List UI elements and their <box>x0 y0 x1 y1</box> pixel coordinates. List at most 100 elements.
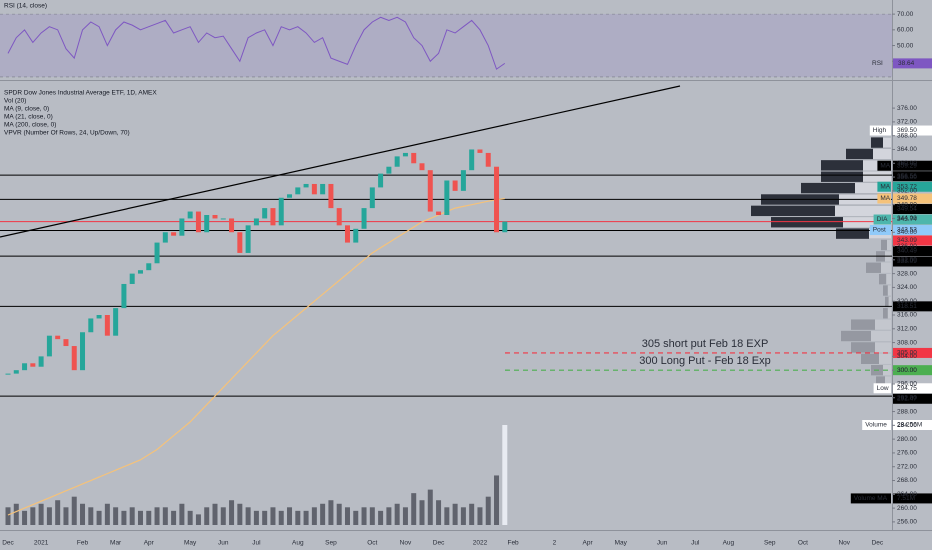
profile-row <box>841 330 891 342</box>
y-tick-label: 368.00 <box>897 132 917 139</box>
indicator-label: MA (200, close, 0) <box>4 122 56 129</box>
volume-bar <box>212 503 218 525</box>
x-tick-label: May <box>184 540 197 547</box>
volume-bar <box>477 507 483 525</box>
volume-bar <box>419 500 425 525</box>
profile-row <box>846 148 891 160</box>
x-tick-label: Sep <box>764 540 776 547</box>
indicator-label: Vol (20) <box>4 98 26 105</box>
indicator-label: MA (9, close, 0) <box>4 106 49 113</box>
volume-bar <box>113 507 119 525</box>
price-tag-name: Low <box>877 385 889 392</box>
candle <box>378 173 384 188</box>
profile-row-up <box>873 148 891 160</box>
rsi-tick-label: 50.00 <box>897 42 914 49</box>
candle <box>162 232 168 243</box>
volume-bar <box>303 510 309 525</box>
annotation-text: 300 Long Put - Feb 18 Exp <box>639 355 770 367</box>
candle <box>253 218 259 226</box>
y-tick-label: 292.00 <box>897 394 917 401</box>
volume-bar <box>502 425 508 525</box>
candle <box>270 208 276 226</box>
price-tag-name-bg <box>850 493 891 504</box>
y-tick-label: 256.00 <box>897 519 917 526</box>
candle <box>30 363 36 367</box>
candle <box>353 228 359 243</box>
y-tick-label: 320.00 <box>897 298 917 305</box>
x-tick-label: 2 <box>553 540 557 547</box>
profile-row <box>751 205 891 217</box>
price-tag-name-bg <box>862 420 891 430</box>
trendline <box>0 85 681 238</box>
volume-bar <box>162 507 168 525</box>
candle <box>402 152 408 157</box>
x-tick-label: Jun <box>657 540 668 547</box>
volume-bar <box>187 510 193 525</box>
volume-bar <box>452 503 458 525</box>
volume-bar <box>63 507 69 525</box>
candle <box>22 363 28 371</box>
candle <box>195 211 201 233</box>
profile-row-up <box>843 217 891 228</box>
volume-bar <box>494 475 500 525</box>
profile-row-up <box>863 160 891 171</box>
rsi-tick-label: 70.00 <box>897 11 914 18</box>
candle <box>55 335 61 340</box>
profile-row <box>871 137 891 148</box>
price-tag-value: 369.50 <box>897 127 917 134</box>
x-tick-label: Apr <box>583 540 594 547</box>
rsi-band <box>0 14 892 77</box>
candle <box>171 232 177 236</box>
candle <box>320 183 326 195</box>
candle <box>5 373 11 375</box>
candle <box>469 149 475 171</box>
candle <box>427 170 433 212</box>
candle <box>477 149 483 153</box>
y-tick-label: 360.00 <box>897 160 917 167</box>
price-tag-value: 356.56 <box>897 173 917 180</box>
price-tag-name: Volume MA <box>854 495 888 502</box>
candle <box>419 163 425 171</box>
price-tag-value: 300.00 <box>897 367 917 374</box>
candle <box>494 166 500 233</box>
price-tag-value: 349.78 <box>897 195 917 202</box>
candle <box>278 197 284 226</box>
profile-row <box>881 239 891 251</box>
price-tag-value: 343.09 <box>897 237 917 244</box>
price-tags: 369.50 High 359.29 MA 356.56 353.72 MA 349.78 MA… <box>850 125 932 504</box>
price-tag-bg <box>893 347 932 358</box>
rsi-tick-label: 60.00 <box>897 27 914 34</box>
volume-bar <box>245 507 251 525</box>
price-tag-bg <box>893 204 932 215</box>
volume-bar <box>137 510 143 525</box>
candle <box>485 152 491 167</box>
price-tag-name-bg <box>869 225 891 236</box>
price-tag-bg <box>893 493 932 504</box>
volume-bar <box>195 514 201 525</box>
volume-bar <box>220 507 226 525</box>
y-tick-label: 376.00 <box>897 105 917 112</box>
profile-row-up <box>883 137 891 148</box>
profile-row-up <box>886 273 891 285</box>
price-tag-name-bg <box>877 193 891 204</box>
candle <box>311 183 317 195</box>
profile-row-up <box>881 262 891 273</box>
volume-bar <box>278 510 284 525</box>
x-tick-label: Feb <box>507 540 519 547</box>
price-tag-bg <box>893 225 932 236</box>
candle <box>394 156 400 167</box>
price-tag-bg <box>893 393 932 404</box>
volume-bar <box>71 496 77 525</box>
x-tick-label: Jul <box>252 540 261 547</box>
candle <box>328 183 334 209</box>
profile-row <box>885 296 891 308</box>
profile-row-up <box>875 319 891 330</box>
price-tag-value: 292.47 <box>897 395 917 402</box>
volume-bar <box>5 507 11 525</box>
x-tick-label: Apr <box>144 540 155 547</box>
price-tag-value: 318.51 <box>897 303 917 310</box>
x-tick-label: Jun <box>218 540 229 547</box>
volume-bar <box>287 507 293 525</box>
